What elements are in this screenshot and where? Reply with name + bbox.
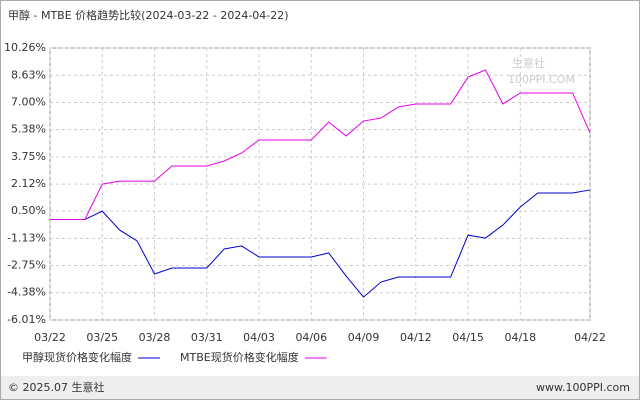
y-tick-label: -1.13% [7,231,46,244]
y-tick-label: 0.50% [11,204,46,217]
x-tick-label: 03/25 [86,331,118,344]
y-tick-label: 2.12% [11,177,46,190]
x-tick-label: 04/18 [504,331,536,344]
y-tick-label: -4.38% [7,286,46,299]
y-tick-label: -6.01% [7,313,46,326]
series-line [50,69,591,221]
footer-bar [1,376,639,399]
x-tick-label: 04/12 [400,331,432,344]
watermark: 生意社 [512,56,545,70]
y-tick-label: 7.00% [11,96,46,109]
y-tick-label: 10.26% [4,41,46,54]
y-tick-label: -2.75% [7,258,46,271]
x-tick-label: 03/31 [191,331,223,344]
legend-label: 甲醇现货价格变化幅度 [22,350,132,364]
legend-label: MTBE现货价格变化幅度 [180,350,299,364]
x-tick-label: 03/22 [34,331,66,344]
x-tick-label: 04/15 [452,331,484,344]
y-tick-label: 5.38% [11,123,46,136]
x-tick-label: 04/22 [574,331,606,344]
x-tick-label: 03/28 [139,331,171,344]
x-tick-label: 04/06 [295,331,327,344]
footer-left: © 2025.07 生意社 [8,380,104,394]
footer-right: www.100PPI.com [536,381,630,394]
x-tick-label: 04/03 [243,331,275,344]
y-tick-label: 8.63% [11,68,46,81]
y-tick-label: 3.75% [11,150,46,163]
chart-title: 甲醇 - MTBE 价格趋势比较(2024-03-22 - 2024-04-22… [8,8,289,22]
watermark-sub: 100PPI.COM [508,73,575,86]
series-line [50,189,591,298]
x-tick-label: 04/09 [348,331,380,344]
